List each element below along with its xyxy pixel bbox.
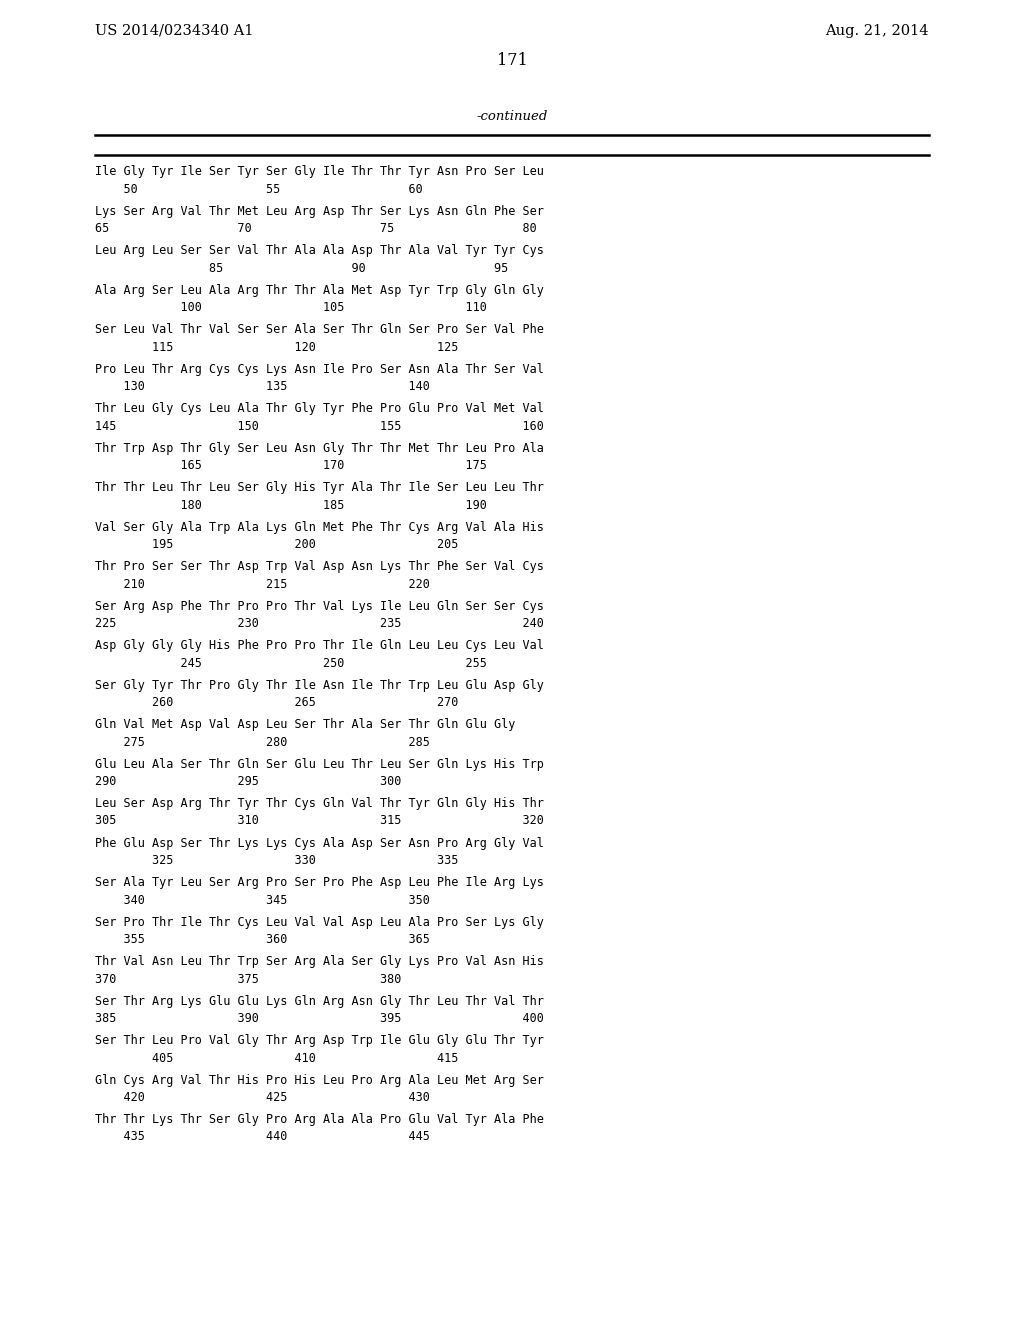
Text: 370                 375                 380: 370 375 380 xyxy=(95,973,401,986)
Text: Glu Leu Ala Ser Thr Gln Ser Glu Leu Thr Leu Ser Gln Lys His Trp: Glu Leu Ala Ser Thr Gln Ser Glu Leu Thr … xyxy=(95,758,544,771)
Text: 340                 345                 350: 340 345 350 xyxy=(95,894,430,907)
Text: Leu Ser Asp Arg Thr Tyr Thr Cys Gln Val Thr Tyr Gln Gly His Thr: Leu Ser Asp Arg Thr Tyr Thr Cys Gln Val … xyxy=(95,797,544,810)
Text: Ala Arg Ser Leu Ala Arg Thr Thr Ala Met Asp Tyr Trp Gly Gln Gly: Ala Arg Ser Leu Ala Arg Thr Thr Ala Met … xyxy=(95,284,544,297)
Text: 275                 280                 285: 275 280 285 xyxy=(95,735,430,748)
Text: 50                  55                  60: 50 55 60 xyxy=(95,182,423,195)
Text: 210                 215                 220: 210 215 220 xyxy=(95,578,430,590)
Text: Pro Leu Thr Arg Cys Cys Lys Asn Ile Pro Ser Asn Ala Thr Ser Val: Pro Leu Thr Arg Cys Cys Lys Asn Ile Pro … xyxy=(95,363,544,375)
Text: Ser Thr Leu Pro Val Gly Thr Arg Asp Trp Ile Glu Gly Glu Thr Tyr: Ser Thr Leu Pro Val Gly Thr Arg Asp Trp … xyxy=(95,1034,544,1047)
Text: Ser Arg Asp Phe Thr Pro Pro Thr Val Lys Ile Leu Gln Ser Ser Cys: Ser Arg Asp Phe Thr Pro Pro Thr Val Lys … xyxy=(95,599,544,612)
Text: 65                  70                  75                  80: 65 70 75 80 xyxy=(95,222,537,235)
Text: Ser Thr Arg Lys Glu Glu Lys Gln Arg Asn Gly Thr Leu Thr Val Thr: Ser Thr Arg Lys Glu Glu Lys Gln Arg Asn … xyxy=(95,994,544,1007)
Text: Ser Leu Val Thr Val Ser Ser Ala Ser Thr Gln Ser Pro Ser Val Phe: Ser Leu Val Thr Val Ser Ser Ala Ser Thr … xyxy=(95,323,544,337)
Text: Thr Thr Lys Thr Ser Gly Pro Arg Ala Ala Pro Glu Val Tyr Ala Phe: Thr Thr Lys Thr Ser Gly Pro Arg Ala Ala … xyxy=(95,1113,544,1126)
Text: 385                 390                 395                 400: 385 390 395 400 xyxy=(95,1012,544,1026)
Text: 305                 310                 315                 320: 305 310 315 320 xyxy=(95,814,544,828)
Text: 290                 295                 300: 290 295 300 xyxy=(95,775,401,788)
Text: Val Ser Gly Ala Trp Ala Lys Gln Met Phe Thr Cys Arg Val Ala His: Val Ser Gly Ala Trp Ala Lys Gln Met Phe … xyxy=(95,520,544,533)
Text: 180                 185                 190: 180 185 190 xyxy=(95,499,486,512)
Text: Aug. 21, 2014: Aug. 21, 2014 xyxy=(825,24,929,38)
Text: 225                 230                 235                 240: 225 230 235 240 xyxy=(95,616,544,630)
Text: Gln Cys Arg Val Thr His Pro His Leu Pro Arg Ala Leu Met Arg Ser: Gln Cys Arg Val Thr His Pro His Leu Pro … xyxy=(95,1073,544,1086)
Text: 245                 250                 255: 245 250 255 xyxy=(95,656,486,669)
Text: Ile Gly Tyr Ile Ser Tyr Ser Gly Ile Thr Thr Tyr Asn Pro Ser Leu: Ile Gly Tyr Ile Ser Tyr Ser Gly Ile Thr … xyxy=(95,165,544,178)
Text: Asp Gly Gly Gly His Phe Pro Pro Thr Ile Gln Leu Leu Cys Leu Val: Asp Gly Gly Gly His Phe Pro Pro Thr Ile … xyxy=(95,639,544,652)
Text: Leu Arg Leu Ser Ser Val Thr Ala Ala Asp Thr Ala Val Tyr Tyr Cys: Leu Arg Leu Ser Ser Val Thr Ala Ala Asp … xyxy=(95,244,544,257)
Text: Phe Glu Asp Ser Thr Lys Lys Cys Ala Asp Ser Asn Pro Arg Gly Val: Phe Glu Asp Ser Thr Lys Lys Cys Ala Asp … xyxy=(95,837,544,850)
Text: 130                 135                 140: 130 135 140 xyxy=(95,380,430,393)
Text: 100                 105                 110: 100 105 110 xyxy=(95,301,486,314)
Text: -continued: -continued xyxy=(476,110,548,123)
Text: Ser Gly Tyr Thr Pro Gly Thr Ile Asn Ile Thr Trp Leu Glu Asp Gly: Ser Gly Tyr Thr Pro Gly Thr Ile Asn Ile … xyxy=(95,678,544,692)
Text: 85                  90                  95: 85 90 95 xyxy=(95,261,508,275)
Text: Gln Val Met Asp Val Asp Leu Ser Thr Ala Ser Thr Gln Glu Gly: Gln Val Met Asp Val Asp Leu Ser Thr Ala … xyxy=(95,718,515,731)
Text: 355                 360                 365: 355 360 365 xyxy=(95,933,430,946)
Text: 195                 200                 205: 195 200 205 xyxy=(95,539,459,550)
Text: 405                 410                 415: 405 410 415 xyxy=(95,1052,459,1064)
Text: Thr Trp Asp Thr Gly Ser Leu Asn Gly Thr Thr Met Thr Leu Pro Ala: Thr Trp Asp Thr Gly Ser Leu Asn Gly Thr … xyxy=(95,441,544,454)
Text: 115                 120                 125: 115 120 125 xyxy=(95,341,459,354)
Text: 420                 425                 430: 420 425 430 xyxy=(95,1092,430,1104)
Text: Thr Pro Ser Ser Thr Asp Trp Val Asp Asn Lys Thr Phe Ser Val Cys: Thr Pro Ser Ser Thr Asp Trp Val Asp Asn … xyxy=(95,560,544,573)
Text: Thr Thr Leu Thr Leu Ser Gly His Tyr Ala Thr Ile Ser Leu Leu Thr: Thr Thr Leu Thr Leu Ser Gly His Tyr Ala … xyxy=(95,480,544,494)
Text: 165                 170                 175: 165 170 175 xyxy=(95,459,486,473)
Text: 145                 150                 155                 160: 145 150 155 160 xyxy=(95,420,544,433)
Text: 260                 265                 270: 260 265 270 xyxy=(95,696,459,709)
Text: Lys Ser Arg Val Thr Met Leu Arg Asp Thr Ser Lys Asn Gln Phe Ser: Lys Ser Arg Val Thr Met Leu Arg Asp Thr … xyxy=(95,205,544,218)
Text: 325                 330                 335: 325 330 335 xyxy=(95,854,459,867)
Text: 435                 440                 445: 435 440 445 xyxy=(95,1130,430,1143)
Text: Thr Leu Gly Cys Leu Ala Thr Gly Tyr Phe Pro Glu Pro Val Met Val: Thr Leu Gly Cys Leu Ala Thr Gly Tyr Phe … xyxy=(95,403,544,414)
Text: Ser Pro Thr Ile Thr Cys Leu Val Val Asp Leu Ala Pro Ser Lys Gly: Ser Pro Thr Ile Thr Cys Leu Val Val Asp … xyxy=(95,916,544,928)
Text: 171: 171 xyxy=(497,51,527,69)
Text: Ser Ala Tyr Leu Ser Arg Pro Ser Pro Phe Asp Leu Phe Ile Arg Lys: Ser Ala Tyr Leu Ser Arg Pro Ser Pro Phe … xyxy=(95,876,544,888)
Text: Thr Val Asn Leu Thr Trp Ser Arg Ala Ser Gly Lys Pro Val Asn His: Thr Val Asn Leu Thr Trp Ser Arg Ala Ser … xyxy=(95,954,544,968)
Text: US 2014/0234340 A1: US 2014/0234340 A1 xyxy=(95,24,254,38)
